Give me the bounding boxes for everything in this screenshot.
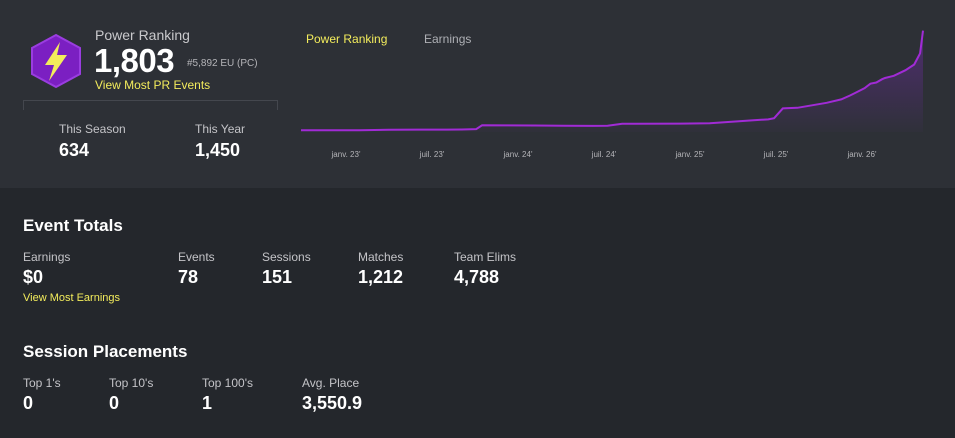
regional-rank: #5,892 EU (PC)	[187, 58, 258, 69]
power-ranking-value: 1,803	[94, 42, 175, 79]
divider-left-tick	[23, 100, 24, 110]
events-value: 78	[178, 267, 199, 287]
top10-value: 0	[109, 393, 120, 413]
this-season-value: 634	[59, 140, 90, 160]
tab-power-ranking[interactable]: Power Ranking	[306, 32, 388, 46]
chart-area-fill	[301, 30, 923, 133]
events-label: Events	[178, 250, 215, 264]
divider-right-tick	[277, 100, 278, 110]
x-tick-label: janv. 26'	[847, 150, 877, 159]
this-season-label: This Season	[59, 122, 126, 136]
divider	[23, 100, 278, 101]
earnings-value: $0	[23, 267, 44, 287]
power-ranking-chart: janv. 23' juil. 23' janv. 24' juil. 24' janv…	[301, 30, 924, 159]
view-most-earnings-link[interactable]: View Most Earnings	[23, 292, 121, 304]
earnings-label: Earnings	[23, 250, 71, 264]
top100-value: 1	[202, 393, 213, 413]
lightning-icon	[31, 33, 81, 89]
chart-series-line	[301, 30, 924, 132]
matches-label: Matches	[358, 250, 404, 264]
session-placements-title: Session Placements	[23, 342, 188, 361]
power-ranking-label: Power Ranking	[95, 27, 190, 43]
sessions-label: Sessions	[262, 250, 311, 264]
tab-earnings[interactable]: Earnings	[424, 32, 472, 46]
view-most-pr-events-link[interactable]: View Most PR Events	[95, 78, 211, 92]
event-totals-title: Event Totals	[23, 216, 123, 235]
matches-value: 1,212	[358, 267, 404, 287]
avg-place-label: Avg. Place	[302, 376, 360, 390]
x-tick-label: janv. 24'	[503, 150, 533, 159]
x-tick-label: juil. 24'	[591, 150, 617, 159]
avg-place-value: 3,550.9	[302, 393, 363, 413]
top10-label: Top 10's	[109, 376, 154, 390]
this-year-value: 1,450	[195, 140, 241, 160]
x-tick-label: juil. 23'	[419, 150, 445, 159]
power-ranking-panel	[0, 0, 955, 188]
team-elims-value: 4,788	[454, 267, 500, 287]
team-elims-label: Team Elims	[454, 250, 517, 264]
x-tick-label: janv. 23'	[331, 150, 361, 159]
top1-value: 0	[23, 393, 34, 413]
x-tick-label: juil. 25'	[763, 150, 789, 159]
top1-label: Top 1's	[23, 376, 61, 390]
top100-label: Top 100's	[202, 376, 253, 390]
x-tick-label: janv. 25'	[675, 150, 705, 159]
this-year-label: This Year	[195, 122, 246, 136]
sessions-value: 151	[262, 267, 293, 287]
